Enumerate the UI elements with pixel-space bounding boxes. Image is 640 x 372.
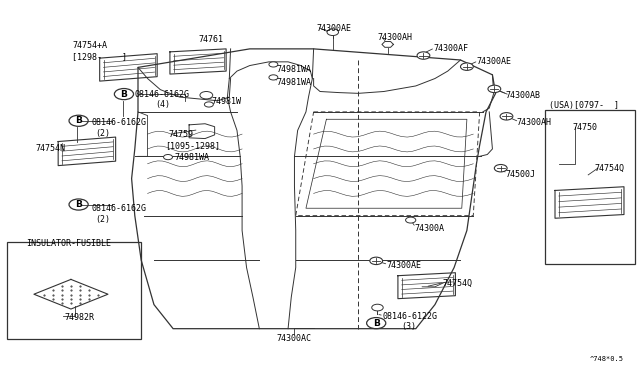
Text: 74300AF: 74300AF bbox=[434, 44, 468, 53]
Text: 74300AE: 74300AE bbox=[317, 24, 352, 33]
Text: (2): (2) bbox=[95, 129, 110, 138]
Circle shape bbox=[164, 154, 173, 160]
Text: (3): (3) bbox=[402, 322, 417, 331]
Text: 74300AC: 74300AC bbox=[277, 334, 312, 343]
Text: 74750: 74750 bbox=[572, 123, 597, 132]
Text: B: B bbox=[75, 116, 82, 125]
Circle shape bbox=[200, 92, 212, 99]
Circle shape bbox=[327, 29, 339, 36]
Text: B: B bbox=[120, 90, 127, 99]
Text: 08146-6162G: 08146-6162G bbox=[92, 119, 147, 128]
Text: 08146-6122G: 08146-6122G bbox=[383, 312, 438, 321]
Text: 74754Q: 74754Q bbox=[443, 279, 472, 288]
Text: B: B bbox=[75, 200, 82, 209]
Text: 74981WA: 74981WA bbox=[276, 65, 312, 74]
Text: 74982R: 74982R bbox=[65, 313, 95, 322]
Circle shape bbox=[406, 217, 416, 223]
Text: 74300AH: 74300AH bbox=[378, 33, 412, 42]
Text: 74300AH: 74300AH bbox=[516, 119, 552, 128]
Polygon shape bbox=[382, 42, 394, 47]
Text: (2): (2) bbox=[95, 215, 110, 224]
Text: [1298-    ]: [1298- ] bbox=[72, 52, 127, 61]
Text: 74981WA: 74981WA bbox=[174, 153, 209, 161]
Circle shape bbox=[494, 164, 507, 172]
Text: 74754Q: 74754Q bbox=[595, 164, 625, 173]
Circle shape bbox=[500, 113, 513, 120]
Text: 74300AE: 74300AE bbox=[387, 261, 421, 270]
Text: (4): (4) bbox=[156, 100, 170, 109]
Circle shape bbox=[488, 85, 500, 93]
Text: 74300AB: 74300AB bbox=[505, 91, 540, 100]
Circle shape bbox=[372, 304, 383, 311]
Circle shape bbox=[370, 257, 383, 264]
Text: B: B bbox=[372, 319, 380, 328]
Text: INSULATOR-FUSIBLE: INSULATOR-FUSIBLE bbox=[26, 239, 111, 248]
Text: 74981WA: 74981WA bbox=[276, 78, 312, 87]
Text: 08146-6162G: 08146-6162G bbox=[135, 90, 190, 99]
Text: 74761: 74761 bbox=[198, 35, 223, 44]
Circle shape bbox=[269, 62, 278, 67]
Text: 74754N: 74754N bbox=[36, 144, 66, 153]
Circle shape bbox=[461, 63, 473, 70]
Text: 74981W: 74981W bbox=[211, 97, 241, 106]
Text: 08146-6162G: 08146-6162G bbox=[92, 205, 147, 214]
Text: 74300AE: 74300AE bbox=[476, 57, 511, 66]
Text: 74759: 74759 bbox=[169, 130, 194, 140]
Text: 74500J: 74500J bbox=[505, 170, 535, 179]
Text: (USA)[0797-  ]: (USA)[0797- ] bbox=[548, 101, 619, 110]
Circle shape bbox=[269, 75, 278, 80]
Text: 74300A: 74300A bbox=[415, 224, 445, 233]
Circle shape bbox=[417, 52, 430, 59]
Text: ^748*0.5: ^748*0.5 bbox=[589, 356, 623, 362]
Text: 74754+A: 74754+A bbox=[72, 41, 108, 50]
Circle shape bbox=[204, 102, 213, 107]
Text: [1095-1298]: [1095-1298] bbox=[166, 141, 220, 150]
